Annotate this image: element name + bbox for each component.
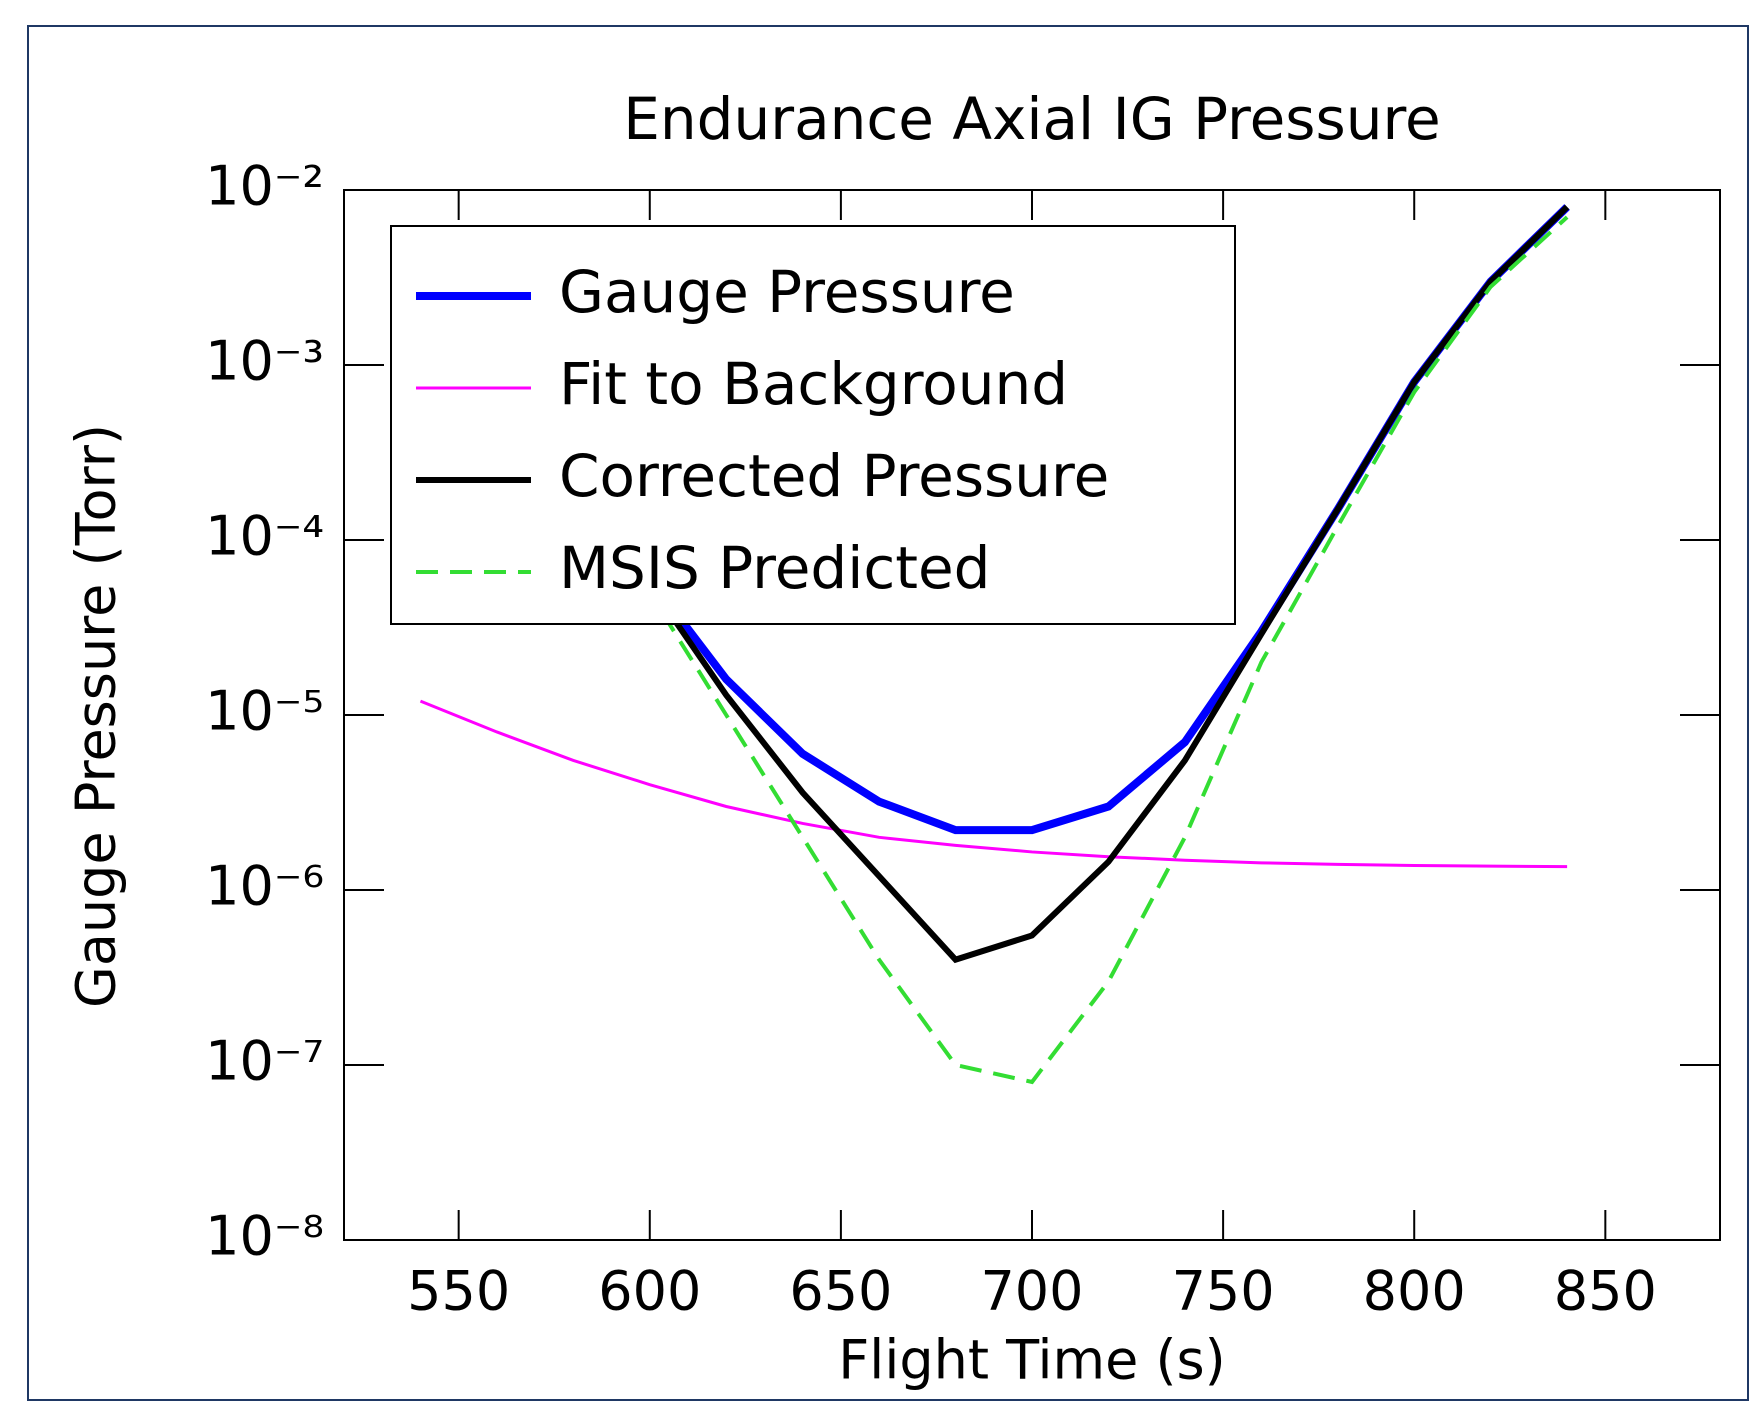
y-tick-label: 10⁻³ <box>205 330 324 393</box>
legend-label: MSIS Predicted <box>559 534 991 602</box>
x-tick-label: 550 <box>407 1260 510 1323</box>
x-axis-label: Flight Time (s) <box>838 1329 1226 1392</box>
y-axis-label: Gauge Pressure (Torr) <box>65 424 128 1008</box>
legend-box <box>390 225 1236 625</box>
x-tick-label: 700 <box>980 1260 1083 1323</box>
y-tick-label: 10⁻⁸ <box>205 1205 324 1268</box>
legend-label: Fit to Background <box>559 350 1068 418</box>
y-tick-label: 10⁻⁷ <box>205 1030 324 1093</box>
frame <box>27 25 1749 1401</box>
x-tick-label: 850 <box>1554 1260 1657 1323</box>
x-tick-label: 600 <box>598 1260 701 1323</box>
y-tick-label: 10⁻⁴ <box>205 505 324 568</box>
chart-title: Endurance Axial IG Pressure <box>623 85 1441 153</box>
plot-area <box>343 189 1721 1241</box>
y-tick-label: 10⁻⁵ <box>205 680 324 743</box>
legend-label: Gauge Pressure <box>559 258 1015 326</box>
x-tick-label: 800 <box>1363 1260 1466 1323</box>
series-line <box>419 699 1568 869</box>
legend-label: Corrected Pressure <box>559 442 1109 510</box>
y-tick-label: 10⁻² <box>205 155 324 218</box>
x-tick-label: 650 <box>789 1260 892 1323</box>
y-tick-label: 10⁻⁶ <box>205 855 324 918</box>
x-tick-label: 750 <box>1172 1260 1275 1323</box>
